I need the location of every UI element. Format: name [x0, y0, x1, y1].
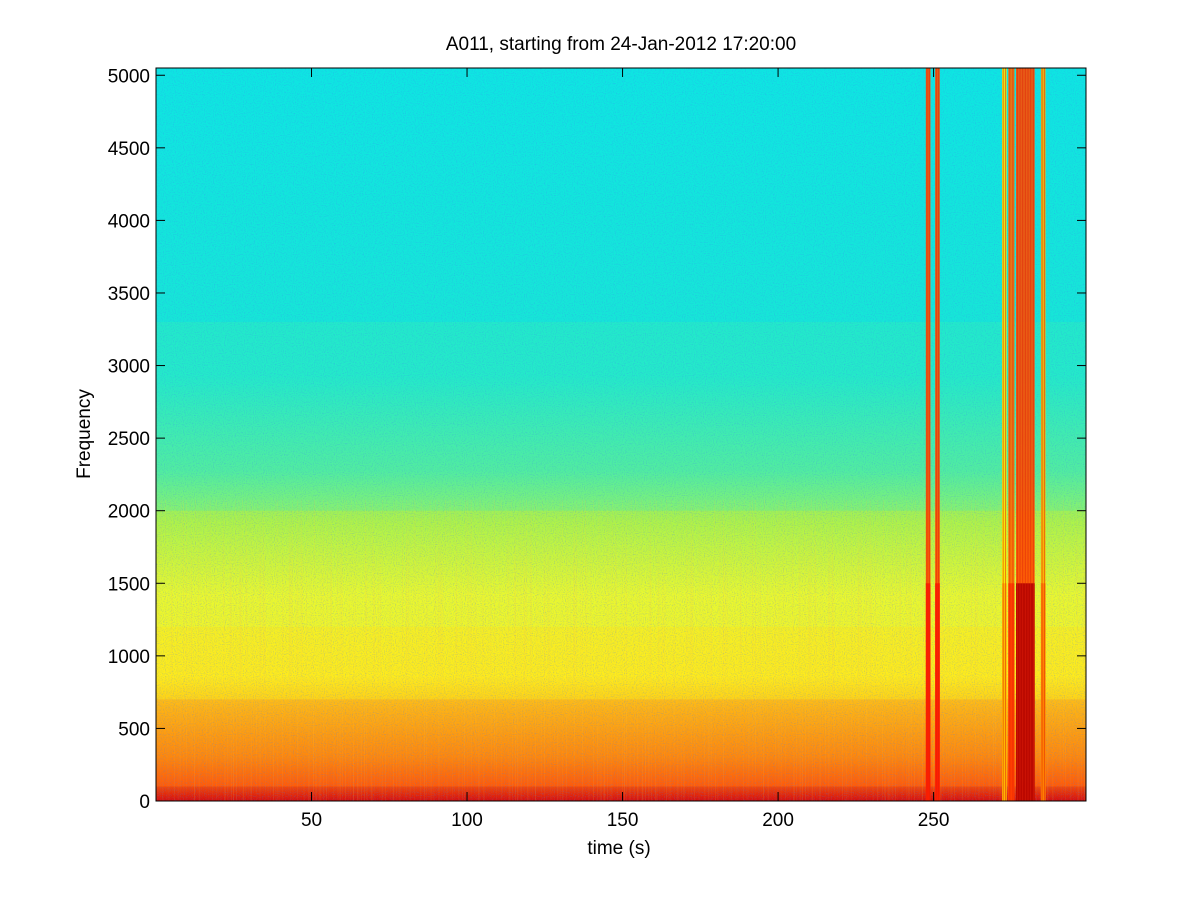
y-tick-label: 3500	[108, 284, 150, 305]
y-tick-label: 2000	[108, 502, 150, 523]
spectrogram-noise	[156, 68, 1086, 801]
y-tick-label: 3000	[108, 357, 150, 378]
y-tick-label: 5000	[108, 66, 150, 87]
broadband-event	[1008, 68, 1015, 801]
x-tick-label: 50	[301, 810, 322, 831]
y-tick-label: 500	[118, 719, 150, 740]
y-axis-label: Frequency	[74, 389, 95, 479]
x-tick-label: 150	[607, 810, 639, 831]
broadband-event	[935, 68, 940, 801]
x-tick-label: 250	[918, 810, 950, 831]
y-tick-label: 2500	[108, 429, 150, 450]
x-axis-label: time (s)	[587, 838, 650, 859]
x-tick-label: 200	[762, 810, 794, 831]
broadband-events	[925, 68, 1046, 801]
broadband-event	[1016, 68, 1035, 801]
x-axis-ticks: 50 100 150 200 250	[301, 68, 949, 831]
broadband-event	[1002, 68, 1007, 801]
broadband-event	[1040, 68, 1046, 801]
y-tick-label: 1000	[108, 647, 150, 668]
chart-title: A011, starting from 24-Jan-2012 17:20:00	[446, 34, 796, 55]
y-tick-label: 4000	[108, 211, 150, 232]
x-tick-label: 100	[451, 810, 483, 831]
y-tick-label: 4500	[108, 139, 150, 160]
y-tick-label: 0	[139, 792, 150, 813]
y-axis-ticks: 0 500 1000 1500 2000 2500 3000 3500 4000 4500 5000	[108, 66, 1086, 813]
plot-frame	[155, 67, 1087, 802]
broadband-event	[925, 68, 931, 801]
y-tick-label: 1500	[108, 574, 150, 595]
plot-area	[156, 68, 1086, 801]
